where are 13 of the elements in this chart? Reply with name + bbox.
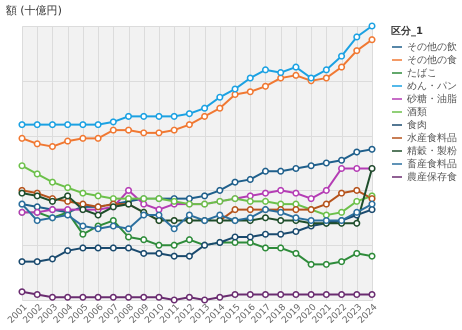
legend-label: 食肉	[407, 119, 427, 131]
legend-label: めん・パン	[407, 81, 457, 92]
legend-label: 砂糖・油脂	[406, 93, 457, 105]
legend-label: 水産食料品	[407, 132, 457, 144]
legend-label: その他の食	[407, 54, 457, 66]
legend-title: 区分_1	[391, 25, 423, 37]
chart-title: 額 (十億円)	[6, 4, 62, 18]
legend-label: たばこ	[407, 68, 437, 79]
legend-label: 農産保存食	[407, 171, 457, 183]
legend-label: 畜産食料品	[407, 158, 457, 170]
legend-label: 酒類	[407, 106, 427, 118]
legend-label: その他の飲	[407, 41, 457, 53]
legend-label: 精穀・製粉	[407, 145, 457, 157]
